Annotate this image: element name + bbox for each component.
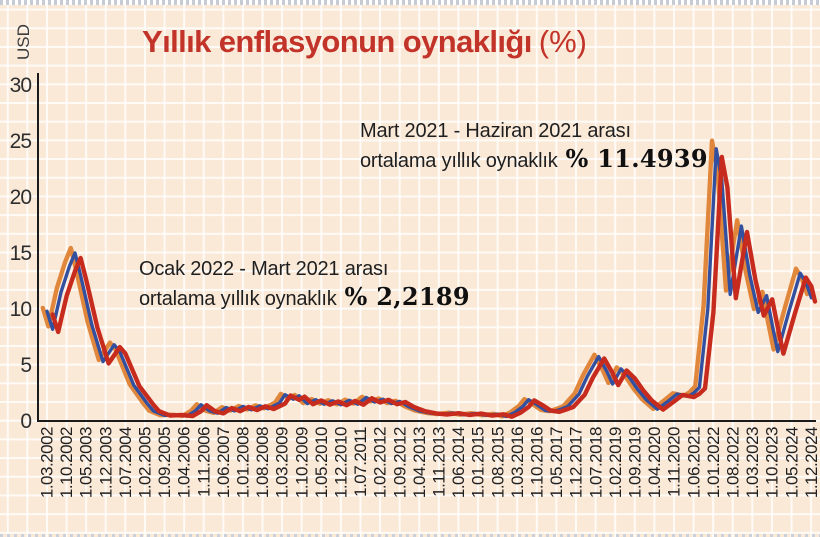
x-axis-tick-label: 1.12.2003: [96, 427, 115, 498]
x-axis-tick-label: 1.09.2005: [155, 427, 174, 498]
x-axis-tick-label: 1.12.2010: [332, 427, 351, 498]
x-axis-tick-label: 1.03.2016: [508, 427, 527, 498]
chart-line-red: [50, 154, 818, 419]
y-axis-tick-label: 20: [10, 186, 32, 209]
x-axis-tick-label: 1.06.2007: [214, 427, 233, 498]
annotation-value-line: ortalama yıllık oynaklık % 11.4939: [360, 145, 708, 175]
x-axis-tick-label: 1.03.2023: [743, 427, 762, 498]
annotation-high-period: Mart 2021 - Haziran 2021 arası ortalama …: [360, 117, 708, 175]
x-axis-tick-label: 1.09.2012: [390, 427, 409, 498]
x-axis-tick-label: 1.05.2010: [312, 427, 331, 498]
x-axis-tick-label: 1.08.2008: [253, 427, 272, 498]
x-axis-tick-label: 1.12.2024: [802, 427, 820, 498]
annotation-label: ortalama yıllık oynaklık: [139, 288, 337, 310]
annotation-label: ortalama yıllık oynaklık: [360, 150, 558, 172]
annotation-value: % 11.4939: [565, 144, 708, 173]
x-axis-tick-label: 1.07.2018: [586, 427, 605, 498]
x-axis-tick-label: 1.10.2023: [763, 427, 782, 498]
top-dotted-border: [0, 0, 820, 5]
x-axis-tick-label: 1.02.2012: [371, 427, 390, 498]
x-axis-tick-label: 1.04.2020: [645, 427, 664, 498]
x-axis-tick-label: 1.02.2005: [136, 427, 155, 498]
x-axis-tick-label: 1.11.2020: [665, 427, 684, 497]
x-axis-tick-label: 1.10.2009: [292, 427, 311, 498]
x-axis-tick-label: 1.05.2017: [547, 427, 566, 498]
annotation-period-line: Mart 2021 - Haziran 2021 arası: [360, 120, 631, 142]
x-axis-tick-label: 1.10.2002: [57, 427, 76, 498]
x-axis-tick-label: 1.03.2009: [273, 427, 292, 498]
bottom-dotted-border: [0, 534, 820, 537]
x-axis-tick-label: 1.06.2021: [684, 427, 703, 498]
y-axis-unit-label: USD: [14, 24, 33, 60]
y-axis-tick-label: 0: [20, 410, 31, 433]
chart-title-text: Yıllık enflasyonun oynaklığı: [142, 24, 532, 59]
x-axis-tick-label: 1.08.2015: [488, 427, 507, 498]
x-axis-tick-label: 1.07.2011: [351, 427, 370, 497]
x-axis-tick-label: 1.05.2003: [77, 427, 96, 498]
y-axis-tick-label: 30: [10, 74, 32, 97]
x-axis-tick-label: 1.08.2022: [724, 427, 743, 498]
x-axis-tick-label: 1.04.2006: [175, 427, 194, 498]
x-axis-tick-label: 1.01.2022: [704, 427, 723, 498]
x-axis-tick-label: 1.12.2017: [567, 427, 586, 498]
annotation-period-line: Ocak 2022 - Mart 2021 arası: [139, 258, 389, 280]
x-axis-tick-label: 1.03.2002: [38, 427, 57, 498]
x-axis-tick-label: 1.05.2024: [782, 427, 801, 498]
x-axis-tick-label: 1.01.2015: [469, 427, 488, 498]
x-axis-tick-label: 1.11.2013: [430, 427, 449, 497]
x-axis-tick-label: 1.02.2019: [606, 427, 625, 498]
x-axis-tick-label: 1.10.2016: [528, 427, 547, 498]
axis-lines: [37, 73, 816, 422]
chart-title: Yıllık enflasyonun oynaklığı (%): [142, 24, 587, 60]
x-axis-tick-label: 1.09.2019: [626, 427, 645, 498]
y-axis-tick-label: 10: [10, 298, 32, 321]
x-axis-tick-label: 1.11.2006: [194, 427, 213, 497]
annotation-value: % 2,2189: [344, 282, 470, 311]
y-axis-tick-label: 25: [10, 130, 32, 153]
annotation-value-line: ortalama yıllık oynaklık % 2,2189: [139, 283, 470, 313]
x-axis-tick-label: 1.04.2013: [410, 427, 429, 498]
y-axis-tick-label: 5: [20, 354, 31, 377]
chart-line-orange: [40, 138, 810, 419]
x-axis-tick-label: 1.06.2014: [449, 427, 468, 498]
x-axis-tick-label: 1.01.2008: [234, 427, 253, 498]
chart-title-unit: (%): [538, 24, 587, 59]
annotation-low-period: Ocak 2022 - Mart 2021 arası ortalama yıl…: [139, 255, 470, 313]
x-axis-tick-label: 1.07.2004: [116, 427, 135, 498]
y-axis-tick-label: 15: [10, 242, 32, 265]
